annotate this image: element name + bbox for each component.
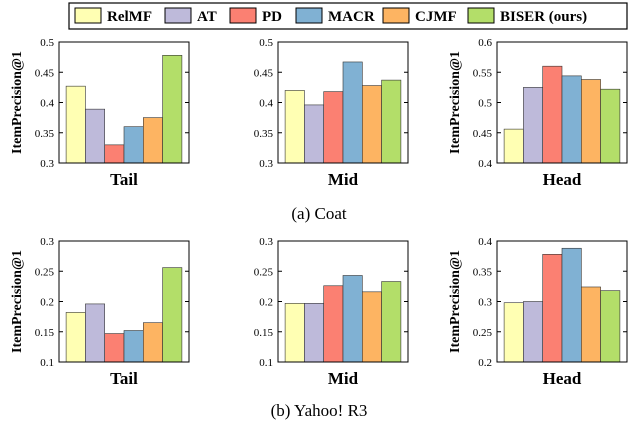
panel-5-ytick-label-3: 0.2 <box>259 297 273 309</box>
panel-2-ytick-label-3: 0.4 <box>259 98 273 110</box>
panel-6-ylabel: ItemPrecision@1 <box>448 250 463 353</box>
panel-3-ytick-label-4: 0.55 <box>473 67 493 79</box>
panel-2-ytick-label-4: 0.45 <box>254 67 274 79</box>
panel-5-bar-1 <box>284 303 305 363</box>
panel-1-ylabel: ItemPrecision@1 <box>10 51 25 154</box>
legend-swatch-6 <box>467 7 495 24</box>
panel-6-ytick-label-4: 0.35 <box>473 266 493 278</box>
panel-1-bar-1 <box>65 85 86 164</box>
panel-1-bar-2 <box>85 108 106 164</box>
panel-5-bar-2 <box>304 303 324 363</box>
panel-3-bar-1 <box>503 128 524 164</box>
panel-3-ytick-label-3: 0.5 <box>478 98 492 110</box>
panel-6-xlabel: Head <box>543 369 582 388</box>
panel-6-bar-2 <box>523 301 544 363</box>
caption-yahoo: (b) Yahoo! R3 <box>271 401 368 420</box>
panel-4-bar-5 <box>143 322 163 363</box>
panel-1-ytick-label-3: 0.4 <box>40 98 54 110</box>
panel-5-ytick-label-5: 0.3 <box>259 236 273 248</box>
legend-swatch-5 <box>382 7 410 24</box>
panel-5-bar-4 <box>342 275 363 363</box>
legend-label-5: CJMF <box>415 9 457 25</box>
panel-5-bar-6 <box>381 281 402 363</box>
panel-6-ytick-label-2: 0.25 <box>473 327 493 339</box>
panel-6-bar-3 <box>542 254 563 363</box>
panel-4-bar-4 <box>123 330 144 363</box>
panel-4-bar-6 <box>162 267 183 363</box>
legend-swatch-4 <box>295 7 323 24</box>
panel-2-bar-5 <box>361 85 382 164</box>
panel-3-ylabel: ItemPrecision@1 <box>448 51 463 154</box>
panel-4-ytick-label-2: 0.15 <box>35 327 55 339</box>
panel-5-xlabel: Mid <box>328 369 359 388</box>
panel-4-ytick-label-1: 0.1 <box>40 357 54 369</box>
panel-2-bar-2 <box>304 104 324 164</box>
panel-6-ytick-label-3: 0.3 <box>478 297 492 309</box>
panel-2-bar-6 <box>381 79 402 164</box>
legend-label-3: PD <box>262 9 282 25</box>
panel-1-bar-5 <box>143 117 163 164</box>
panel-2-bar-4 <box>342 61 363 164</box>
legend-label-1: RelMF <box>107 9 152 25</box>
panel-5-bar-5 <box>361 291 382 363</box>
panel-3-bar-5 <box>580 79 601 164</box>
panel-6-ytick-label-1: 0.2 <box>478 357 492 369</box>
panel-6-ytick-label-5: 0.4 <box>478 236 492 248</box>
panel-3-bar-2 <box>523 87 544 164</box>
panel-4-bar-3 <box>104 333 125 363</box>
panel-1-ytick-label-1: 0.3 <box>40 158 54 170</box>
panel-5-ytick-label-1: 0.1 <box>259 357 273 369</box>
panel-2-ytick-label-2: 0.35 <box>254 128 274 140</box>
legend-label-6: BISER (ours) <box>500 9 587 25</box>
legend-swatch-1 <box>74 7 102 24</box>
panel-6-bar-1 <box>503 302 524 363</box>
panel-3-ytick-label-5: 0.6 <box>478 37 492 49</box>
panel-2-bar-1 <box>284 90 305 164</box>
panel-5-ytick-label-2: 0.15 <box>254 327 274 339</box>
panel-4-bar-2 <box>85 303 106 363</box>
panel-1-ytick-label-5: 0.5 <box>40 37 54 49</box>
panel-1-xlabel: Tail <box>110 170 138 189</box>
panel-5-ytick-label-4: 0.25 <box>254 266 274 278</box>
panel-4-bar-1 <box>65 312 86 363</box>
panel-3-ytick-label-1: 0.4 <box>478 158 492 170</box>
panel-1-ytick-label-2: 0.35 <box>35 128 55 140</box>
panel-6-bar-4 <box>561 247 582 363</box>
panel-4-xlabel: Tail <box>110 369 138 388</box>
legend-box <box>68 2 628 30</box>
panel-1-bar-4 <box>123 126 144 164</box>
legend-label-4: MACR <box>328 9 375 25</box>
panel-4-ytick-label-5: 0.3 <box>40 236 54 248</box>
panel-3-bar-3 <box>542 65 563 164</box>
legend-swatch-3 <box>229 7 257 24</box>
panel-4-ytick-label-4: 0.25 <box>35 266 55 278</box>
panel-1-bar-6 <box>162 55 183 164</box>
legend-label-2: AT <box>197 9 217 25</box>
panel-5-bar-3 <box>323 285 344 363</box>
panel-2-ytick-label-1: 0.3 <box>259 158 273 170</box>
panel-2-ytick-label-5: 0.5 <box>259 37 273 49</box>
panel-6-bar-5 <box>580 286 601 363</box>
panel-4-ylabel: ItemPrecision@1 <box>10 250 25 353</box>
caption-coat: (a) Coat <box>291 204 347 223</box>
panel-2-bar-3 <box>323 91 344 164</box>
panel-1-bar-3 <box>104 144 125 164</box>
panel-3-xlabel: Head <box>543 170 582 189</box>
panel-3-ytick-label-2: 0.45 <box>473 128 493 140</box>
panel-4-ytick-label-3: 0.2 <box>40 297 54 309</box>
panel-6-bar-6 <box>600 290 621 363</box>
panel-1-ytick-label-4: 0.45 <box>35 67 55 79</box>
panel-3-bar-6 <box>600 88 621 164</box>
legend-swatch-2 <box>164 7 192 24</box>
panel-2-xlabel: Mid <box>328 170 359 189</box>
panel-3-bar-4 <box>561 75 582 164</box>
